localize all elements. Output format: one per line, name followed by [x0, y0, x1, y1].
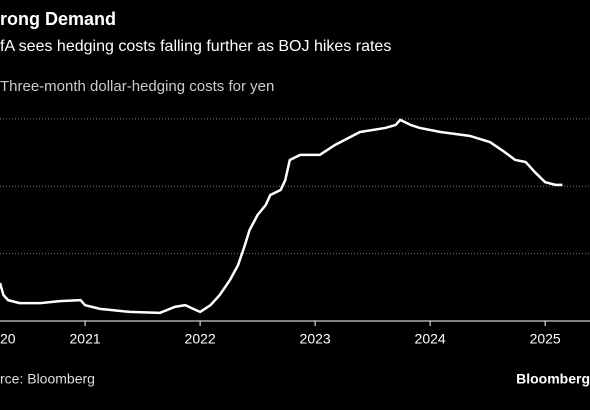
- x-tick-label: 2021: [70, 331, 101, 347]
- line-series: [0, 118, 563, 315]
- chart-subtitle: fA sees hedging costs falling further as…: [0, 38, 391, 55]
- brand: Bloomberg: [516, 371, 590, 387]
- legend-label: Three-month dollar-hedging costs for yen: [0, 78, 274, 95]
- chart-title: rong Demand: [0, 9, 116, 29]
- x-tick-label: 20: [0, 331, 16, 347]
- x-tick-label: 2023: [300, 331, 331, 347]
- x-tick-label: 2024: [415, 331, 446, 347]
- x-tick-label: 2022: [185, 331, 216, 347]
- source: rce: Bloomberg: [0, 371, 95, 387]
- x-tick-label: 2025: [530, 331, 561, 347]
